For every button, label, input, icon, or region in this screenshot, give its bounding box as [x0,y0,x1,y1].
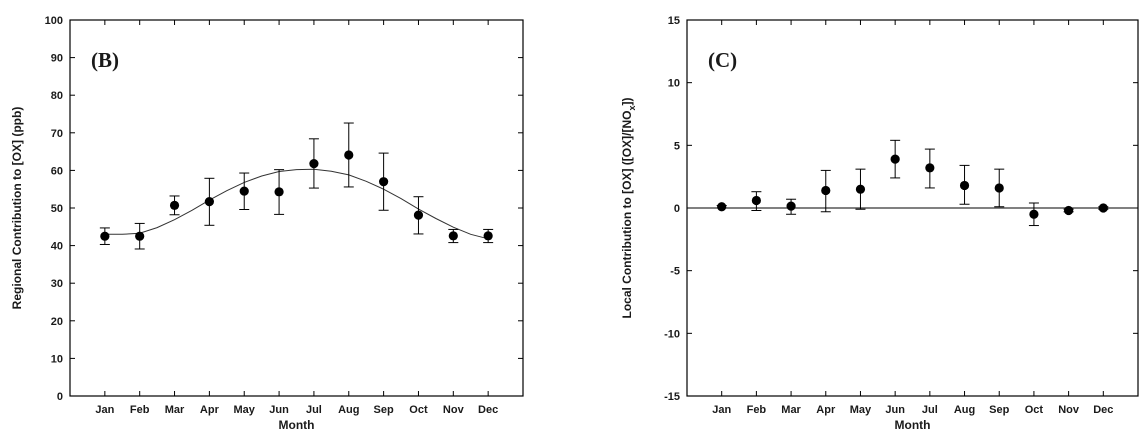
data-point [959,180,970,191]
x-tick-label: Feb [747,404,767,416]
x-tick-label: May [850,404,872,416]
y-tick-label: 90 [51,53,63,65]
y-tick-label: 5 [674,140,680,152]
x-axis-label: Month [895,418,931,432]
y-tick-label: 100 [45,15,63,27]
x-tick-label: Jan [95,404,114,416]
data-point [751,195,761,206]
data-point [100,231,110,241]
y-axis-label-subscript: x [627,106,637,111]
data-point [890,154,900,164]
x-tick-label: Feb [130,404,150,416]
x-tick-label: Dec [478,404,498,416]
y-tick-label: 10 [51,353,63,365]
chart-panel-c: -15 -10 -5 0 5 10 15 Jan Feb Mar Apr May Jun Jul Aug Se… [620,15,1139,432]
data-point [483,231,493,241]
y-tick-label: 10 [668,78,680,90]
x-tick-label: Oct [1025,404,1044,416]
y-tick-label: 50 [51,203,63,215]
y-axis-label: Regional Contribution to [OX] (ppb) [10,107,24,310]
data-point [413,210,424,220]
data-point [1098,203,1108,213]
y-tick-label: 15 [668,15,680,27]
y-tick-label: 0 [57,391,63,403]
panel-label: (C) [708,48,737,72]
data-point [855,184,866,194]
data-point [1064,205,1074,216]
y-tick-label: 60 [51,165,63,177]
data-point [925,163,935,173]
x-tick-label: Dec [1093,404,1113,416]
chart-panel-b: 0 10 20 30 40 50 60 70 80 90 100 Jan Feb Mar Apr May Jun… [10,15,524,432]
x-tick-label: Sep [374,404,394,416]
panel-label: (B) [91,48,119,72]
data-point [344,150,354,160]
y-tick-label: 70 [51,128,63,140]
data-point [786,201,796,211]
y-axis-label-main: Regional Contribution to [OX] (ppb) [10,107,24,310]
x-tick-label: Apr [816,404,836,416]
x-tick-label: Nov [443,404,465,416]
data-point [379,177,389,187]
data-point [309,159,319,169]
y-tick-label: 0 [674,203,680,215]
y-tick-label: -10 [664,328,680,340]
y-tick-label: -15 [664,391,680,403]
x-tick-label: Nov [1058,404,1080,416]
data-point [1029,209,1039,219]
x-tick-label: Mar [781,404,801,416]
y-tick-label: 80 [51,90,63,102]
x-tick-label: Jun [269,404,289,416]
x-tick-label: Jul [306,404,322,416]
x-tick-label: Oct [409,404,428,416]
data-point [821,185,831,196]
x-tick-label: Jan [712,404,731,416]
data-point [135,231,145,241]
data-point [169,200,180,210]
y-tick-label: 40 [51,241,63,253]
data-point [274,187,284,197]
x-axis-label: Month [279,418,315,432]
x-tick-label: Jun [885,404,905,416]
data-point [717,202,727,212]
y-axis-label-main: Local Contribution to [OX] ([OX]/[NO [620,111,634,319]
data-point [239,186,249,196]
x-tick-label: Aug [954,404,975,416]
data-point [204,197,214,207]
x-tick-label: Sep [989,404,1009,416]
x-tick-label: Jul [922,404,938,416]
data-point [448,231,458,241]
y-tick-label: 20 [51,316,63,328]
y-axis-label: Local Contribution to [OX] ([OX]/[NOx]) [620,98,637,319]
x-tick-label: May [234,404,256,416]
x-tick-label: Mar [165,404,185,416]
y-tick-label: 30 [51,278,63,290]
x-tick-label: Aug [338,404,359,416]
y-axis-label-end: ]) [620,98,634,106]
fit-curve [104,168,489,240]
y-tick-label: -5 [670,266,680,278]
x-tick-label: Apr [200,404,220,416]
data-point [994,183,1004,193]
plot-frame [69,19,524,397]
